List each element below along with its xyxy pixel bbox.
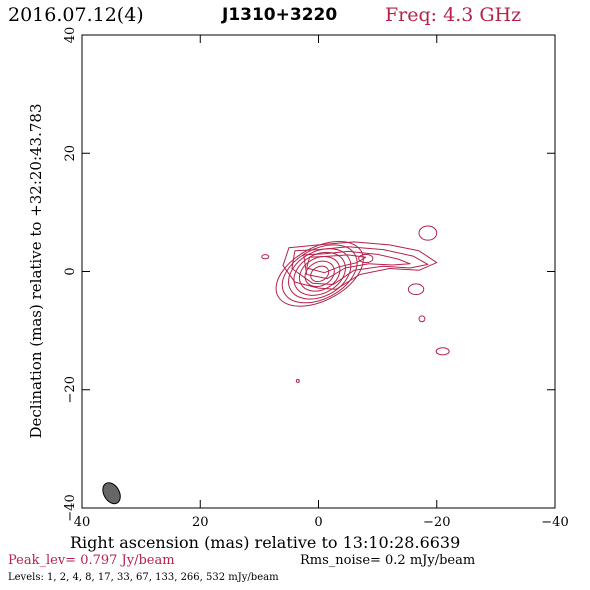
source-name: J1310+3220 [222,5,338,25]
y-tick-label: −40 [63,494,78,521]
knot-contour [295,378,300,383]
knot-contour [435,347,450,356]
y-tick-label: 40 [63,27,78,44]
core-contour [293,251,346,296]
axis-tick-labels: 40 40 20 20 0 0 −20 −20 −40 −40 [63,27,569,530]
peak-level: Peak_lev= 0.797 Jy/beam [8,553,175,568]
jet-contour [291,246,429,285]
beam-ellipse [102,482,121,505]
core-contour [288,248,352,300]
x-tick-label: −40 [541,515,568,530]
y-axis-label: Declination (mas) relative to +32:20:43.… [27,103,45,438]
frequency-label: Freq: 4.3 GHz [385,4,522,26]
x-tick-label: 20 [192,515,209,530]
jet-contour [306,254,367,274]
knot-contour [407,283,425,296]
y-tick-label: 0 [63,267,78,275]
knot-contour [261,254,270,260]
axis-ticks [81,34,556,509]
jet-contour [303,250,411,280]
x-tick-label: 40 [74,515,91,530]
y-tick-label: 20 [63,145,78,162]
x-tick-label: −20 [423,515,450,530]
x-tick-label: 0 [314,515,322,530]
x-axis-label: Right ascension (mas) relative to 13:10:… [70,533,461,552]
rms-noise: Rms_noise= 0.2 mJy/beam [300,553,476,568]
jet-contour [282,241,438,290]
knot-contour [418,315,426,323]
contour-lines [261,225,450,383]
contour-levels: Levels: 1, 2, 4, 8, 17, 33, 67, 133, 266… [8,572,279,583]
core-contour [281,244,358,304]
knot-contour [418,225,438,241]
knot-contour [358,253,374,264]
y-tick-label: −20 [63,376,78,403]
observation-date: 2016.07.12(4) [8,4,144,26]
core-contour [310,265,330,283]
